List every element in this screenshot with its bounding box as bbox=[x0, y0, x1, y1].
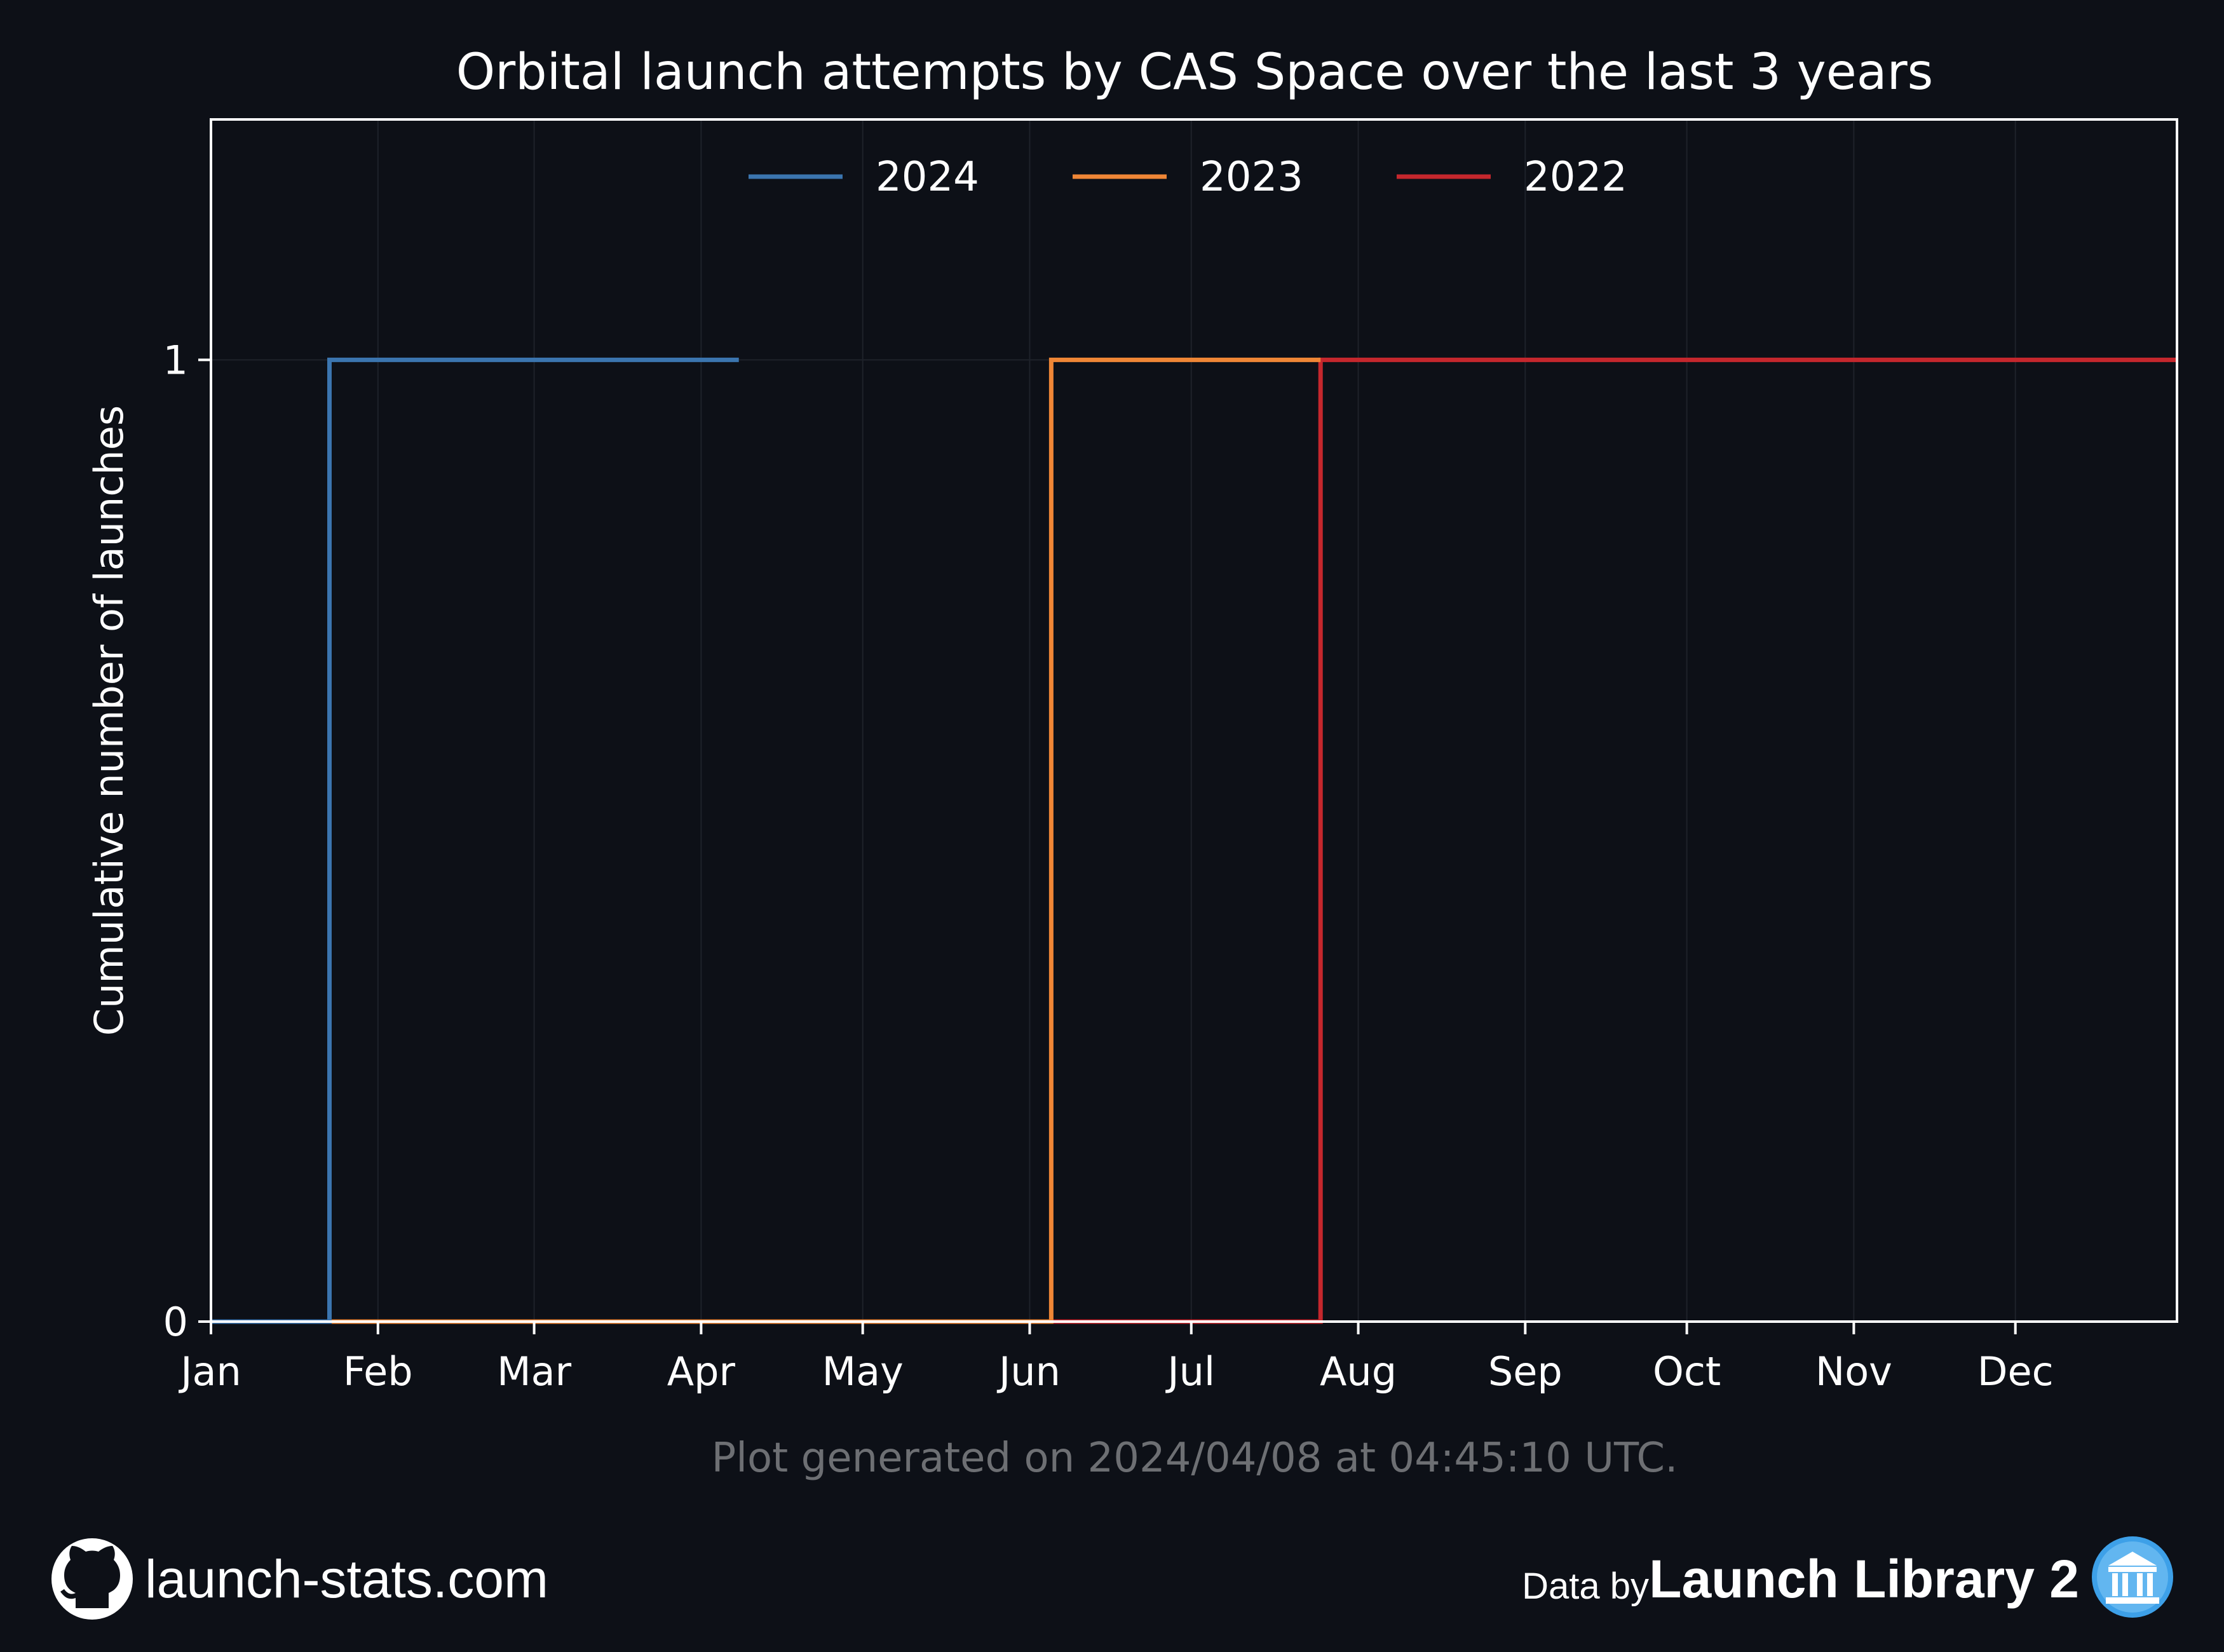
data-by-label: Data by bbox=[1522, 1566, 1649, 1607]
y-axis: 01 bbox=[163, 337, 211, 1345]
generated-timestamp: Plot generated on 2024/04/08 at 04:45:10… bbox=[712, 1435, 1678, 1482]
legend-item-2022[interactable]: 2022 bbox=[1397, 154, 1627, 201]
x-tick-label: Jun bbox=[996, 1348, 1061, 1395]
plot-area bbox=[211, 119, 2177, 1322]
launch-library-label[interactable]: Launch Library 2 bbox=[1649, 1549, 2079, 1609]
x-tick-label: Mar bbox=[497, 1348, 571, 1395]
legend-label: 2024 bbox=[876, 154, 979, 201]
github-icon[interactable] bbox=[51, 1538, 133, 1620]
x-tick-label: Dec bbox=[1977, 1348, 2054, 1395]
x-tick-label: Oct bbox=[1653, 1348, 1721, 1395]
x-tick-label: Jul bbox=[1165, 1348, 1215, 1395]
x-tick-label: Apr bbox=[667, 1348, 736, 1395]
x-tick-label: Jan bbox=[178, 1348, 241, 1395]
x-tick-label: Feb bbox=[343, 1348, 413, 1395]
x-tick-label: Nov bbox=[1815, 1348, 1892, 1395]
plot-frame bbox=[210, 118, 2178, 1323]
y-axis-label: Cumulative number of launches bbox=[86, 405, 132, 1036]
legend-label: 2023 bbox=[1200, 154, 1303, 201]
x-axis: Jan Feb Mar Apr May Jun Jul Aug Sep Oct Nov Dec bbox=[178, 1322, 2054, 1395]
x-tick-label: Aug bbox=[1320, 1348, 1397, 1395]
legend-item-2023[interactable]: 2023 bbox=[1073, 154, 1303, 201]
legend-item-2024[interactable]: 2024 bbox=[749, 154, 979, 201]
site-link[interactable]: launch-stats.com bbox=[145, 1549, 548, 1609]
launch-library-icon[interactable] bbox=[2092, 1536, 2173, 1618]
chart-title: Orbital launch attempts by CAS Space ove… bbox=[456, 44, 1934, 101]
x-tick-label: May bbox=[822, 1348, 904, 1395]
legend-label: 2022 bbox=[1524, 154, 1627, 201]
legend[interactable]: 2024 2023 2022 bbox=[749, 154, 1627, 201]
x-tick-label: Sep bbox=[1488, 1348, 1563, 1395]
y-tick-label: 1 bbox=[163, 337, 188, 383]
y-tick-label: 0 bbox=[163, 1299, 188, 1345]
